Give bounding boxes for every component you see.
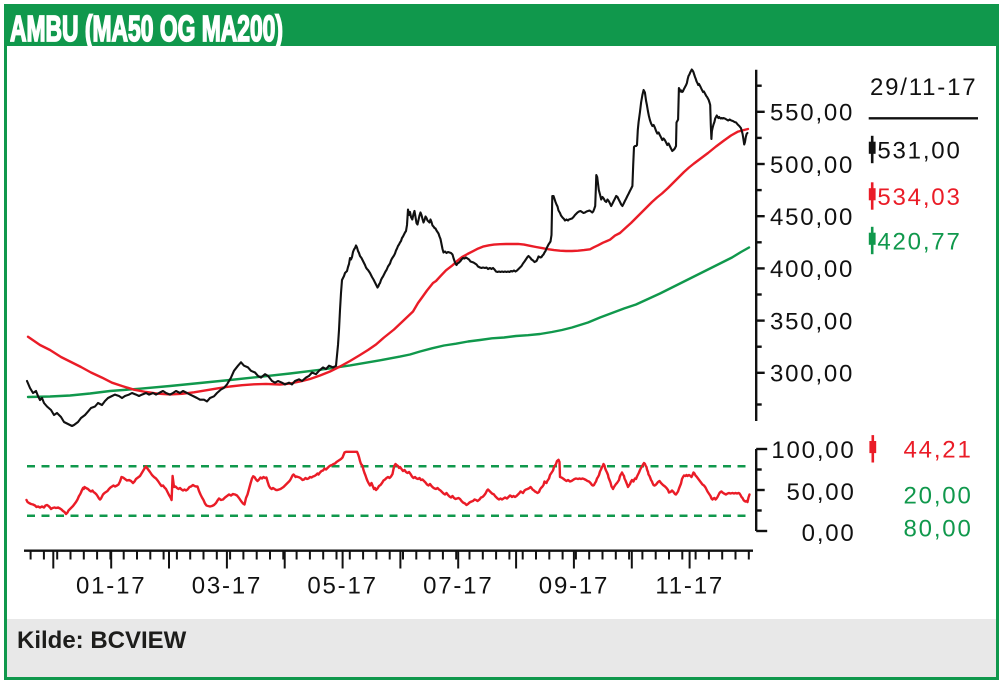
- svg-text:29/11-17: 29/11-17: [870, 74, 977, 101]
- svg-text:09-17: 09-17: [539, 573, 609, 600]
- svg-text:05-17: 05-17: [307, 573, 377, 600]
- svg-text:07-17: 07-17: [423, 573, 493, 600]
- svg-text:350,00: 350,00: [770, 308, 854, 335]
- svg-text:11-17: 11-17: [655, 573, 724, 600]
- svg-text:100,00: 100,00: [771, 437, 855, 464]
- svg-text:20,00: 20,00: [904, 482, 973, 509]
- svg-text:550,00: 550,00: [770, 100, 854, 127]
- svg-text:03-17: 03-17: [192, 573, 262, 600]
- svg-text:50,00: 50,00: [787, 479, 856, 506]
- svg-text:450,00: 450,00: [770, 204, 854, 231]
- svg-text:0,00: 0,00: [802, 520, 856, 547]
- svg-text:44,21: 44,21: [904, 436, 973, 463]
- svg-text:80,00: 80,00: [904, 516, 973, 543]
- svg-text:531,00: 531,00: [877, 137, 961, 164]
- svg-text:300,00: 300,00: [770, 361, 854, 388]
- svg-text:AMBU (MA50 OG MA200): AMBU (MA50 OG MA200): [10, 10, 283, 46]
- svg-text:400,00: 400,00: [770, 256, 854, 283]
- svg-text:420,77: 420,77: [877, 228, 961, 255]
- svg-text:01-17: 01-17: [76, 573, 146, 600]
- svg-text:534,03: 534,03: [877, 184, 961, 211]
- svg-text:500,00: 500,00: [770, 152, 854, 179]
